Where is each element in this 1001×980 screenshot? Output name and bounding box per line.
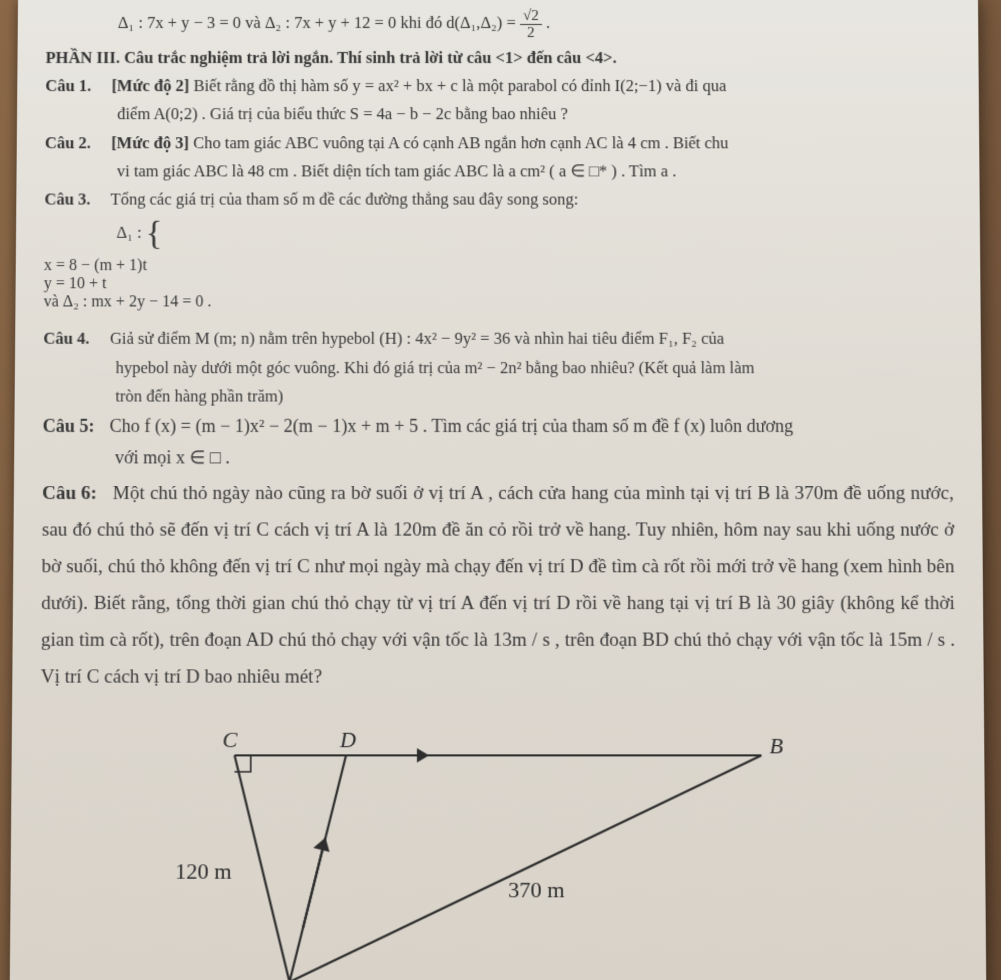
question-4-line3: tròn đến hàng phần trăm) bbox=[43, 385, 953, 408]
question-4-line2: hypebol này dưới một góc vuông. Khi đó g… bbox=[43, 357, 953, 380]
figure-label-120m: 120 m bbox=[175, 859, 232, 885]
question-3-label: Câu 3. bbox=[44, 189, 106, 211]
question-6-label: Câu 6: bbox=[42, 475, 113, 512]
question-5-line2: với mọi x ∈ □ . bbox=[42, 445, 953, 470]
section-heading: PHẦN III. Câu trắc nghiệm trả lời ngắn. … bbox=[45, 47, 950, 69]
triangle-figure: C D B A 120 m 370 m bbox=[172, 715, 823, 980]
figure-label-b: B bbox=[769, 733, 783, 759]
prev-question-fragment: Δ₁ : 7x + y − 3 = 0 và Δ₂ : 7x + y + 12 … bbox=[46, 8, 951, 41]
question-1-line2: điểm A(0;2) . Giá trị của biểu thức S = … bbox=[45, 104, 951, 126]
question-4-line1: Câu 4. Giả sử điểm M (m; n) nằm trên hyp… bbox=[43, 328, 953, 351]
figure-container: C D B A 120 m 370 m bbox=[38, 715, 958, 980]
question-1-line1: Câu 1. [Mức độ 2] Biết rằng đồ thị hàm s… bbox=[45, 75, 951, 97]
question-2-line1: Câu 2. [Mức độ 3] Cho tam giác ABC vuông… bbox=[45, 132, 951, 154]
question-5-line1: Câu 5: Cho f (x) = (m − 1)x² − 2(m − 1)x… bbox=[43, 414, 954, 439]
question-3-system: Δ₁ : { bbox=[44, 217, 952, 251]
exam-page: Δ₁ : 7x + y − 3 = 0 và Δ₂ : 7x + y + 12 … bbox=[10, 0, 987, 980]
figure-label-d: D bbox=[339, 727, 356, 753]
figure-label-370m: 370 m bbox=[508, 877, 564, 903]
question-5-label: Câu 5: bbox=[43, 414, 106, 439]
question-1-label: Câu 1. bbox=[45, 75, 107, 97]
figure-label-c: C bbox=[222, 727, 237, 753]
question-3-line1: Câu 3. Tổng các giá trị của tham số m đề… bbox=[44, 189, 951, 211]
question-6-paragraph: Câu 6:Một chú thỏ ngày nào cũng ra bờ su… bbox=[41, 475, 956, 696]
question-4-label: Câu 4. bbox=[43, 328, 106, 351]
question-2-label: Câu 2. bbox=[45, 132, 107, 154]
question-2-line2: vi tam giác ABC là 48 cm . Biết diện tíc… bbox=[45, 160, 952, 182]
